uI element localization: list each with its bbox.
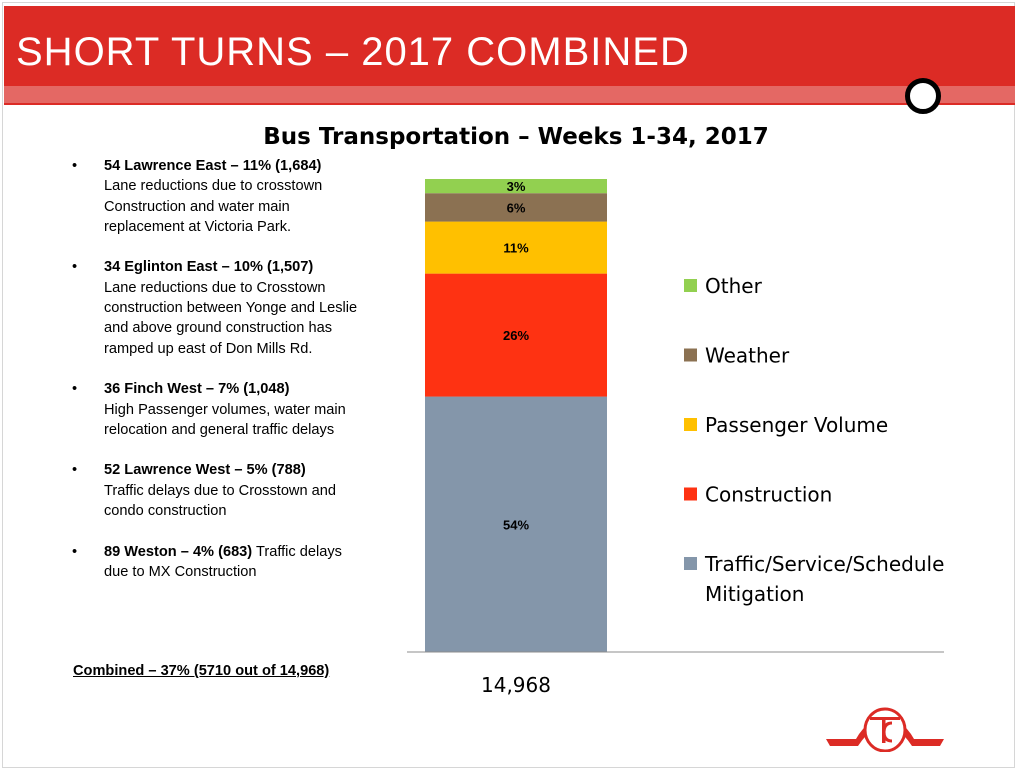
legend-swatch <box>684 348 697 362</box>
bar-segment <box>425 396 607 652</box>
chart-title: Bus Transportation – Weeks 1-34, 2017 <box>263 124 769 150</box>
legend-swatch <box>684 418 697 431</box>
bullet-list: • 54 Lawrence East – 11% (1,684) Lane re… <box>68 156 368 603</box>
legend-label: Other <box>705 274 763 298</box>
title-stripe <box>4 86 1015 103</box>
data-label: 3% <box>507 179 526 194</box>
bar-segment <box>425 221 607 274</box>
bullet-item: • 52 Lawrence West – 5% (788) Traffic de… <box>68 460 368 521</box>
data-label: 6% <box>507 200 526 215</box>
legend-label: Construction <box>705 483 832 507</box>
chart-legend: Other Weather Passenger Volume Construction… <box>684 274 944 606</box>
title-stripe-line <box>4 103 1015 105</box>
bullet-marker: • <box>72 259 78 276</box>
combined-summary: Combined – 37% (5710 out of 14,968) <box>73 663 330 679</box>
bar-segment <box>425 193 607 222</box>
legend-swatch <box>684 487 697 501</box>
category-total-label: 14,968 <box>481 673 551 697</box>
slide-title: SHORT TURNS – 2017 COMBINED <box>16 30 690 74</box>
bullet-heading: 36 Finch West – 7% (1,048) <box>104 381 290 398</box>
bullet-heading: 89 Weston – 4% (683) <box>104 543 253 560</box>
ttc-logo <box>826 707 944 752</box>
bullet-heading: 54 Lawrence East – 11% (1,684) <box>104 158 322 174</box>
bullet-item: • 34 Eglinton East – 10% (1,507) Lane re… <box>68 257 368 358</box>
circle-marker-icon <box>905 78 941 114</box>
bullet-body: Lane reductions due to crosstown Constru… <box>104 178 323 235</box>
legend-label: Passenger Volume <box>705 413 888 437</box>
bullet-item: • 89 Weston – 4% (683) Traffic delays du… <box>68 542 368 583</box>
bullet-item: • 54 Lawrence East – 11% (1,684) Lane re… <box>68 156 368 237</box>
bullet-marker: • <box>72 158 78 174</box>
bullet-heading: 34 Eglinton East – 10% (1,507) <box>104 259 314 276</box>
legend-label: Weather <box>705 344 790 368</box>
legend-swatch <box>684 557 697 570</box>
bullet-marker: • <box>72 543 78 560</box>
bullet-heading: 52 Lawrence West – 5% (788) <box>104 462 306 479</box>
legend-label: Traffic/Service/Schedule Mitigation <box>704 552 944 606</box>
bullet-marker: • <box>72 381 78 398</box>
data-label: 54% <box>503 517 529 532</box>
bullet-item: • 36 Finch West – 7% (1,048) High Passen… <box>68 379 368 440</box>
bar-segment <box>425 273 607 397</box>
bar-segments: 54% 26% 11% 6% 3% <box>425 179 607 652</box>
data-label: 26% <box>503 328 529 343</box>
data-label: 11% <box>503 241 529 256</box>
title-bar: SHORT TURNS – 2017 COMBINED <box>4 6 1015 86</box>
bullet-marker: • <box>72 462 78 479</box>
bullet-body: Lane reductions due to Crosstown constru… <box>104 279 358 357</box>
bullet-body: Traffic delays due to MX Construction <box>104 543 342 580</box>
bullet-body: Traffic delays due to Crosstown and cond… <box>104 482 336 520</box>
bullet-body: High Passenger volumes, water main reloc… <box>104 401 346 438</box>
legend-swatch <box>684 279 697 292</box>
bar-segment <box>425 179 607 194</box>
